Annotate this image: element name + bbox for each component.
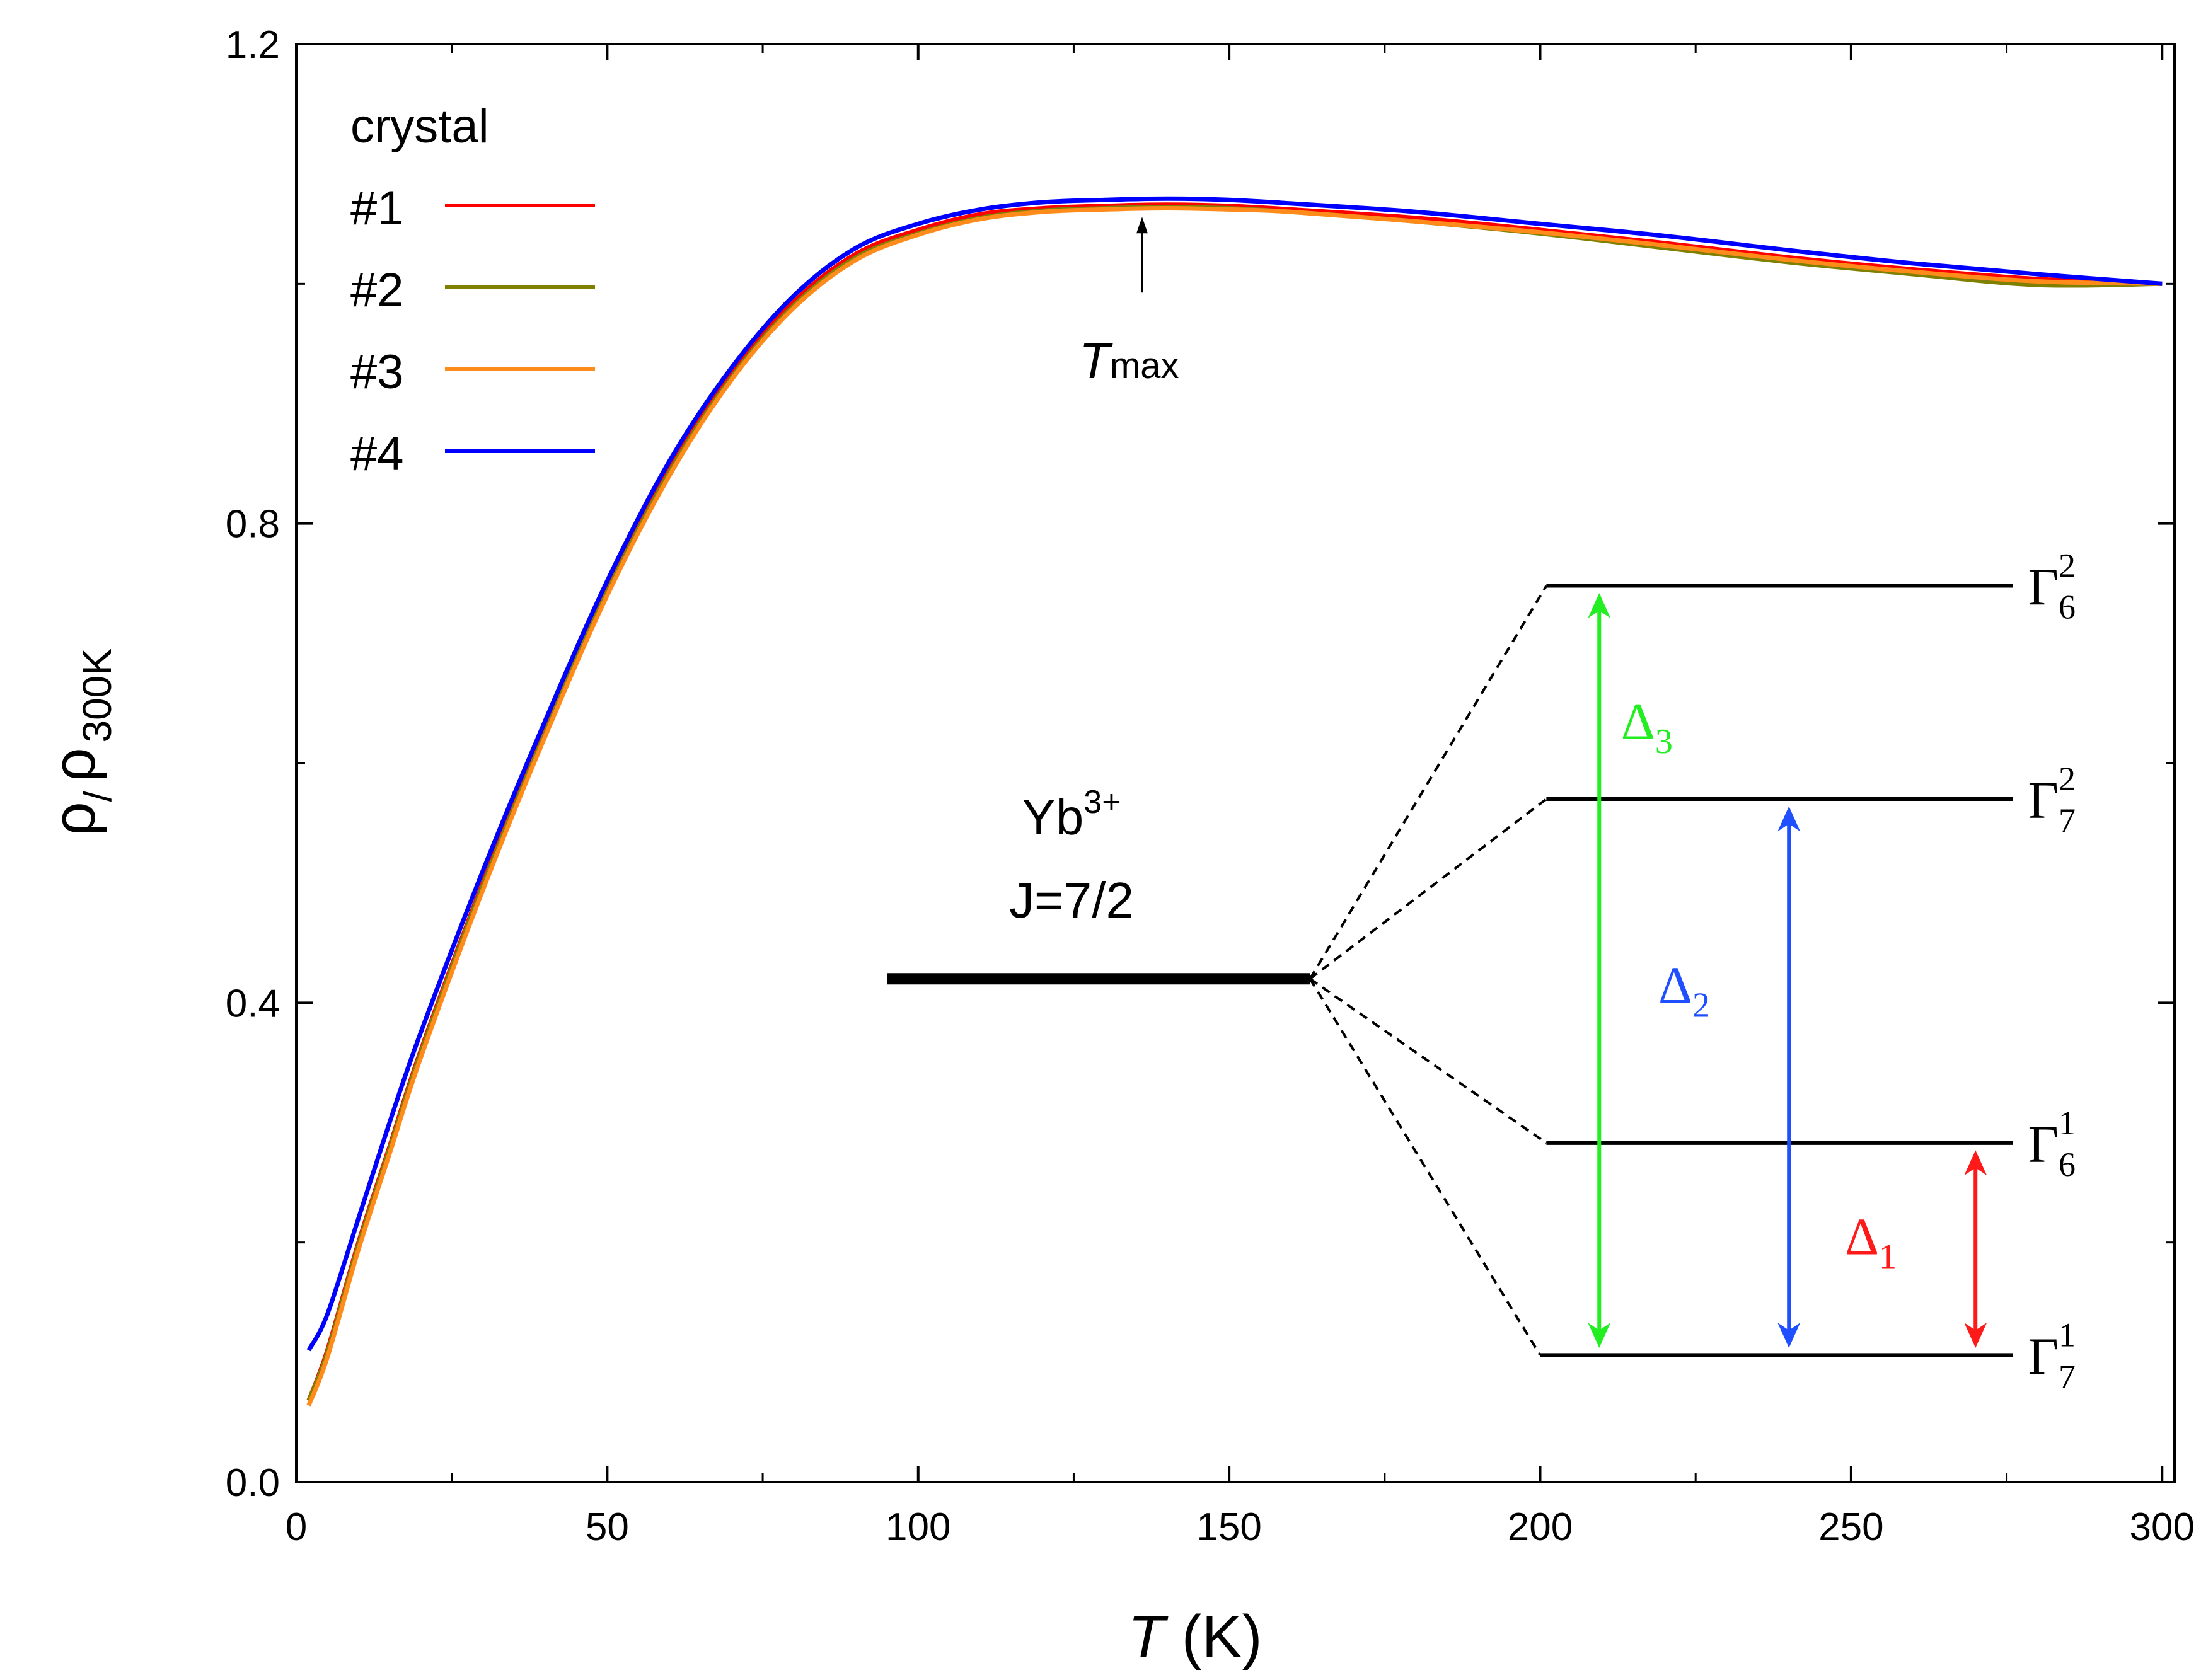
x-tick-label: 50 xyxy=(586,1505,629,1549)
y-axis-rho: ρ xyxy=(40,802,108,836)
series-layer xyxy=(306,196,2163,1407)
x-tick-label: 150 xyxy=(1196,1505,1261,1549)
legend-entry-label: #2 xyxy=(350,263,404,317)
tmax-arrow-head xyxy=(1136,217,1148,234)
x-tick-label: 0 xyxy=(286,1505,307,1549)
x-tick-label: 250 xyxy=(1818,1505,1883,1549)
y-tick-label: 1.2 xyxy=(226,23,280,67)
y-tick-label: 0.0 xyxy=(226,1461,280,1505)
legend-entry-label: #4 xyxy=(350,427,404,481)
tmax-label: Tmax xyxy=(1079,333,1179,389)
legend-entry-2: #2 xyxy=(350,263,595,317)
j-label: J=7/2 xyxy=(1009,872,1134,928)
gap-arrow-head-top xyxy=(1964,1150,1987,1176)
y-tick-label: 0.4 xyxy=(226,982,280,1025)
series-line-3 xyxy=(306,206,2163,1407)
ion-label: Yb3+ xyxy=(1022,784,1121,845)
level-label: Γ1 6 xyxy=(2028,1104,2076,1183)
x-tick-label: 200 xyxy=(1508,1505,1573,1549)
gap-label-2: Δ2 xyxy=(1658,956,1710,1025)
y-axis-rho-2: ρ xyxy=(40,748,108,783)
level-label: Γ2 6 xyxy=(2028,547,2076,626)
gap-arrow-head-top xyxy=(1777,806,1801,832)
y-axis-title: ρ/ρ300K xyxy=(40,648,120,836)
legend-entry-4: #4 xyxy=(350,427,595,481)
series-line-4 xyxy=(306,196,2163,1352)
level-label: Γ1 7 xyxy=(2028,1316,2076,1395)
split-dashed-line xyxy=(1308,585,1548,980)
split-dashed-line xyxy=(1309,977,1547,1144)
y-tick-label: 0.8 xyxy=(226,503,280,546)
legend-entry-1: #1 xyxy=(350,181,595,235)
split-dashed-line xyxy=(1308,978,1542,1356)
x-axis-title: T (K) xyxy=(1128,1603,1262,1671)
legend-title: crystal xyxy=(350,100,489,153)
axes: 0 50 100 150 200 250 300 0.0 0.4 0.8 1.2 xyxy=(226,23,2195,1549)
gap-arrow-head-bottom xyxy=(1777,1323,1801,1349)
gap-arrow-head-top xyxy=(1588,592,1611,618)
level-label: Γ2 7 xyxy=(2028,760,2076,839)
gap-arrow-head-bottom xyxy=(1588,1323,1611,1349)
legend-entry-3: #3 xyxy=(350,345,595,399)
gap-label-3: Δ1 xyxy=(1845,1208,1897,1277)
legend: crystal #1 #2 #3 #4 xyxy=(350,100,595,481)
legend-entry-label: #1 xyxy=(350,181,404,235)
y-axis-slash: / xyxy=(76,790,120,802)
split-dashed-line xyxy=(1309,798,1547,980)
svg-text:ρ/ρ300K: ρ/ρ300K xyxy=(40,648,120,836)
gap-arrow-head-bottom xyxy=(1964,1323,1987,1349)
gap-label-1: Δ3 xyxy=(1621,693,1673,761)
legend-entry-label: #3 xyxy=(350,345,404,399)
x-tick-label: 100 xyxy=(886,1505,950,1549)
x-tick-label: 300 xyxy=(2130,1505,2195,1549)
crystal-field-diagram: Γ2 6 Γ2 7 Γ1 6 Γ1 7 Δ3 Δ2 Δ1 xyxy=(887,217,2076,1395)
y-axis-subscript: 300K xyxy=(74,648,120,742)
